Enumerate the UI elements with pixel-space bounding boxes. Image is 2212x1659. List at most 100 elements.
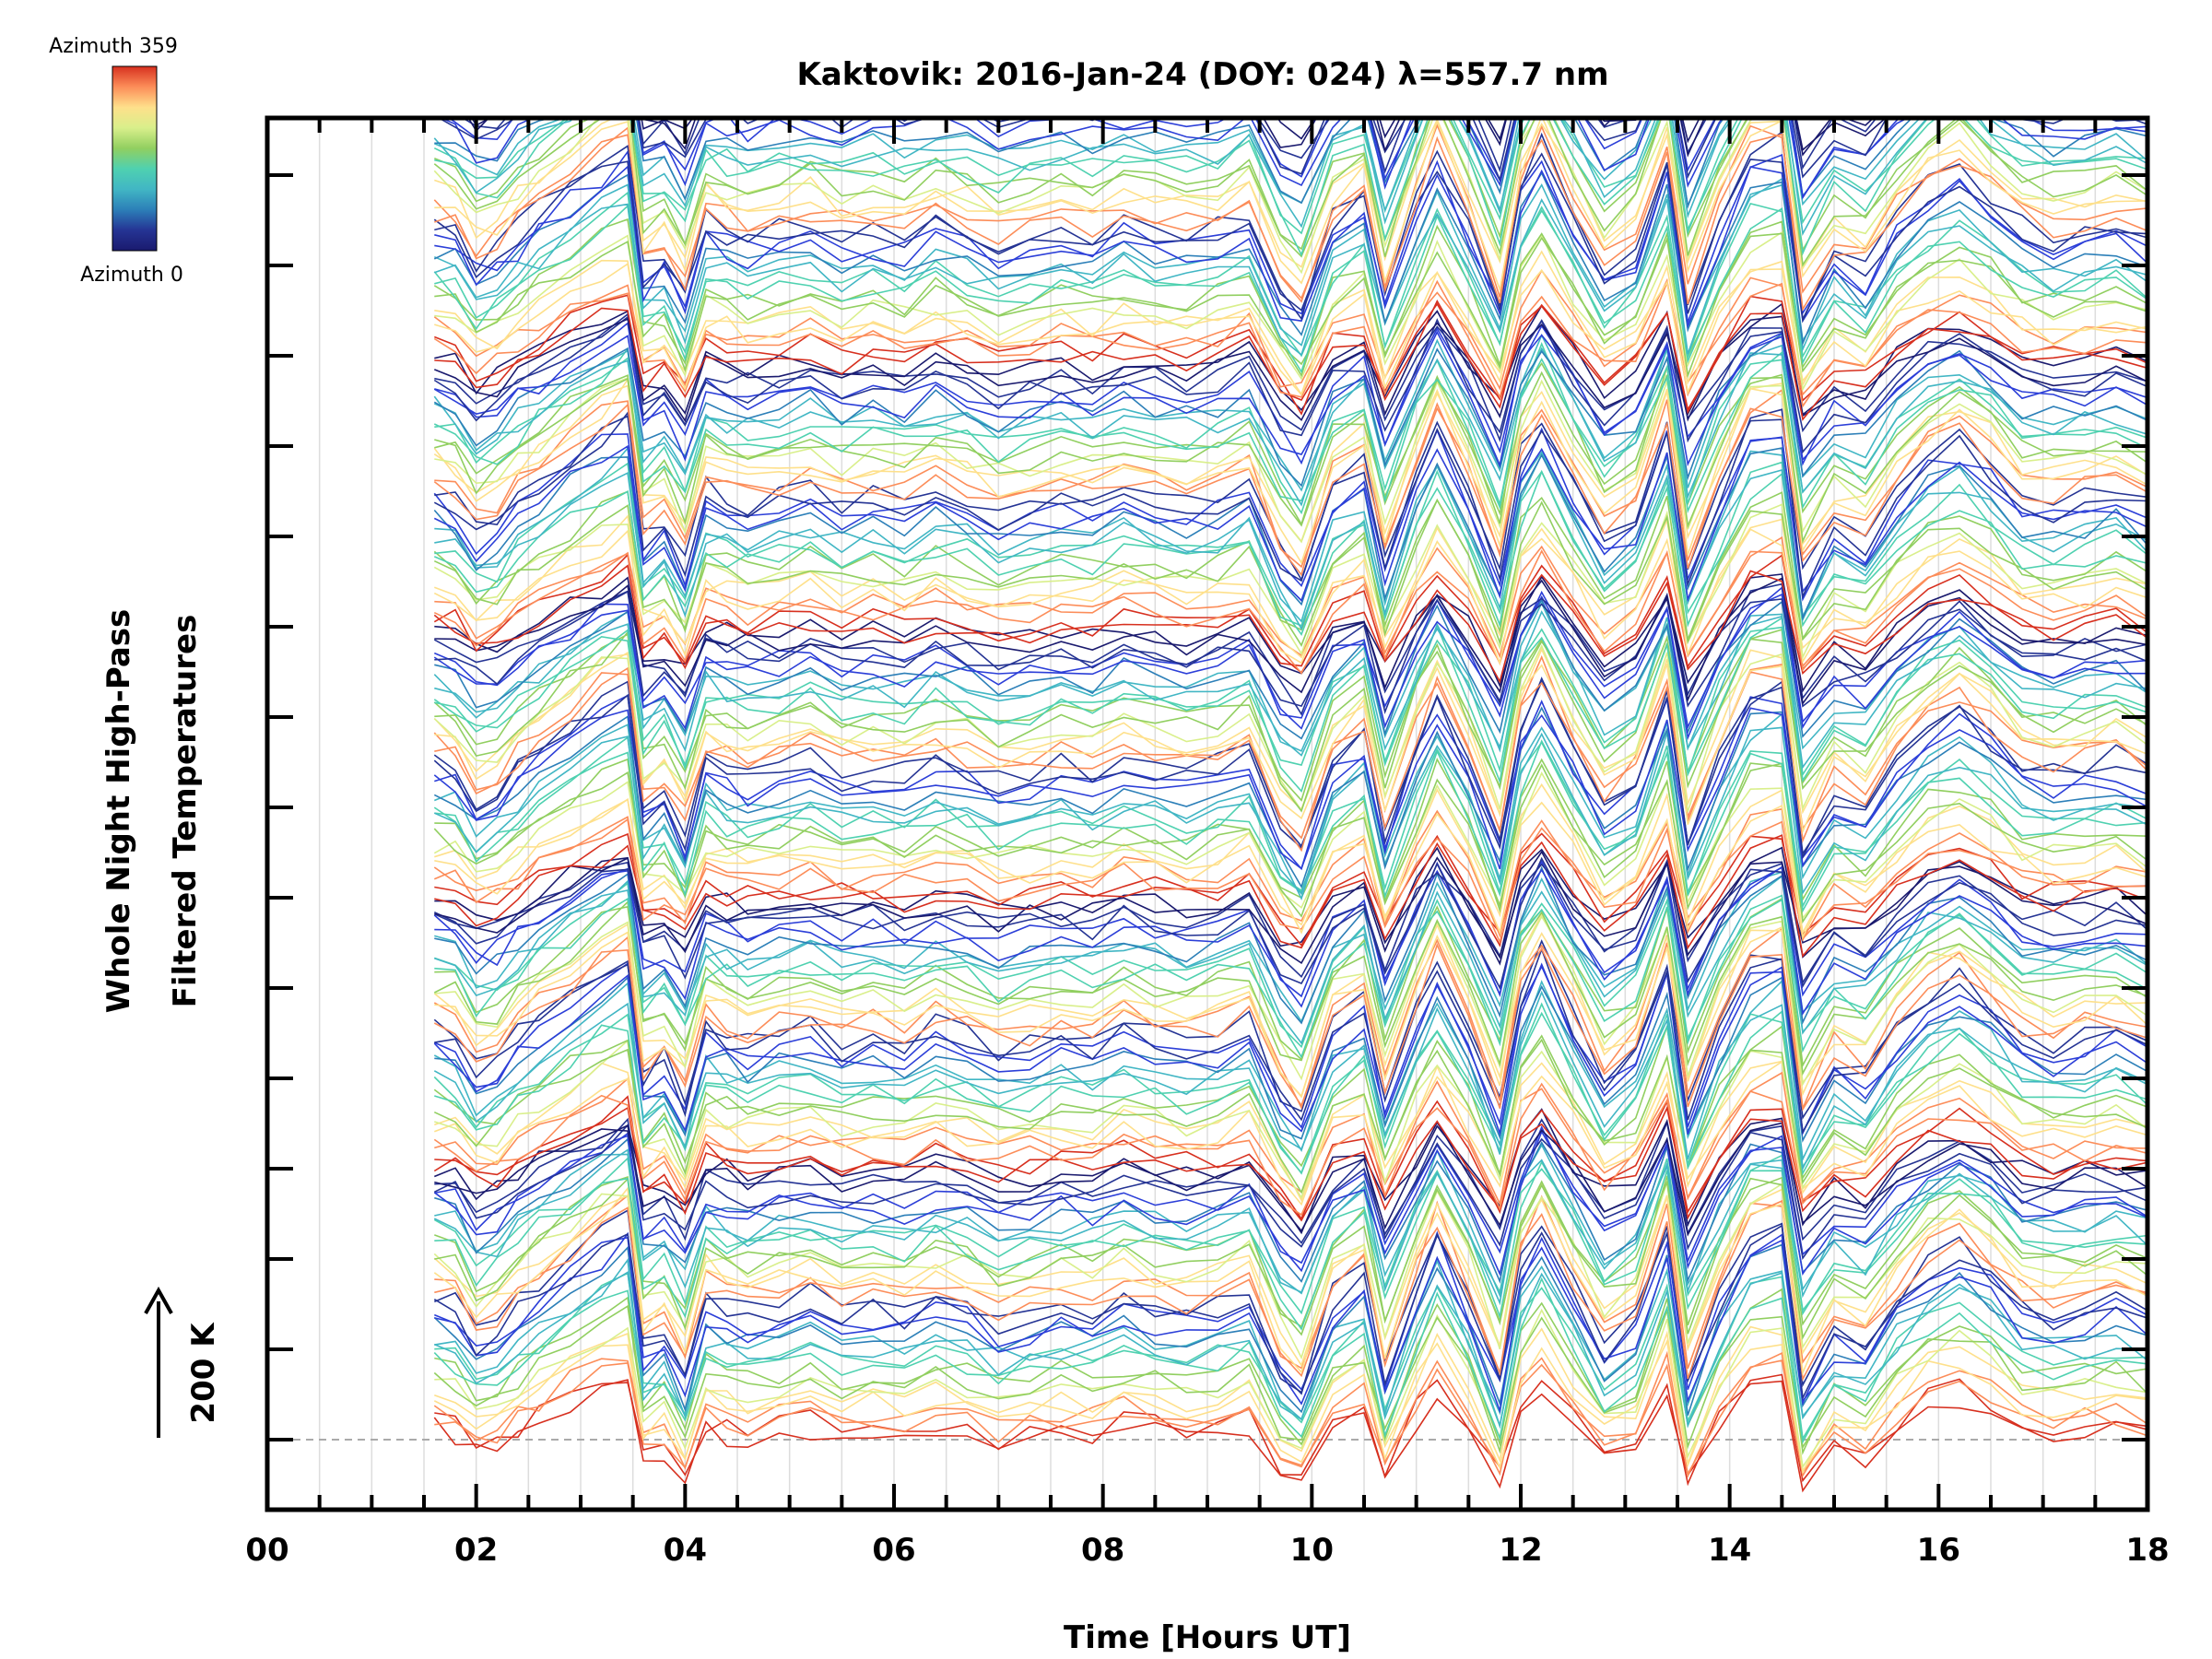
series-line — [433, 437, 2147, 603]
series-line — [433, 1082, 2147, 1217]
series-line — [433, 706, 2147, 889]
series-line — [434, 577, 2147, 706]
series-line — [433, 979, 2147, 1162]
series-line — [434, 302, 2147, 421]
series-line — [461, 118, 2147, 173]
series-line — [433, 586, 2147, 730]
series-line — [433, 654, 2147, 843]
series-line — [434, 875, 2147, 1045]
series-line — [437, 118, 2147, 182]
series-line — [434, 846, 2147, 966]
series-line — [433, 553, 2147, 671]
series-line — [433, 939, 2147, 1120]
series-line — [433, 118, 2147, 237]
x-tick-label: 00 — [245, 1532, 288, 1569]
series-line — [433, 123, 2147, 303]
y-axis-label-line1: Whole Night High-Pass — [100, 609, 137, 1014]
series-line — [433, 118, 2147, 267]
series-line — [433, 807, 2147, 942]
series-line — [434, 871, 2147, 1023]
series-line — [433, 644, 2147, 813]
series-line — [434, 1175, 2147, 1328]
series-line — [434, 118, 2147, 210]
series-line — [434, 859, 2147, 1016]
series-line — [434, 598, 2147, 740]
series-line — [433, 818, 2147, 945]
series-line — [434, 388, 2147, 577]
series-line — [433, 322, 2147, 468]
series-line — [434, 1121, 2147, 1237]
series-line — [434, 415, 2147, 582]
series-line — [433, 1350, 2147, 1479]
series-line — [434, 882, 2147, 1049]
series-line — [433, 929, 2147, 1099]
series-line — [433, 218, 2147, 378]
series-line — [433, 347, 2147, 514]
series-line — [434, 149, 2147, 323]
series-line — [433, 1243, 2147, 1416]
series-line — [433, 590, 2147, 716]
series-line — [434, 623, 2147, 777]
series-line — [433, 1038, 2147, 1194]
series-line — [433, 382, 2147, 553]
series-line — [433, 962, 2147, 1136]
series-line — [434, 629, 2147, 802]
series-line — [433, 1181, 2147, 1368]
series-line — [433, 726, 2147, 900]
series-line — [467, 118, 1888, 158]
series-line — [471, 118, 1875, 157]
series-line — [434, 230, 2147, 392]
series-line — [433, 1209, 2147, 1401]
x-tick-label: 18 — [2125, 1532, 2169, 1569]
series-line — [434, 947, 2147, 1135]
series-line — [434, 758, 2147, 913]
series-line — [433, 1304, 2147, 1454]
series-line — [434, 832, 2147, 947]
series-line — [434, 914, 2147, 1087]
series-line — [434, 865, 2147, 1025]
series-line — [434, 1272, 2147, 1441]
series-line — [433, 1105, 2147, 1222]
x-tick-label: 08 — [1081, 1532, 1124, 1569]
series-line — [434, 694, 2147, 871]
series-line — [433, 1154, 2147, 1316]
series-line — [434, 324, 2147, 466]
series-line — [433, 1224, 2147, 1394]
colorbar-bottom-label: Azimuth 0 — [80, 264, 183, 287]
series-line — [434, 446, 2147, 623]
series-line — [434, 846, 2147, 959]
series-line — [433, 861, 2147, 998]
series-line — [434, 912, 2147, 1098]
series-line — [433, 1186, 2147, 1376]
series-line — [433, 712, 2147, 896]
series-line — [434, 834, 2147, 959]
series-line — [433, 677, 2147, 856]
series-line — [433, 408, 2147, 600]
series-line — [434, 118, 2147, 235]
series-line — [433, 858, 2147, 985]
series-line — [434, 165, 2147, 329]
colorbar — [112, 65, 158, 252]
series-line — [434, 361, 2147, 526]
x-tick-label: 02 — [454, 1532, 498, 1569]
series-line — [434, 302, 2147, 422]
series-line — [434, 183, 2147, 357]
series-line — [433, 564, 2147, 684]
series-line — [434, 1039, 2147, 1200]
series-line — [433, 152, 2147, 323]
series-line — [433, 427, 2147, 602]
series-line — [433, 610, 2147, 770]
series-line — [434, 582, 2147, 714]
series-line — [433, 1108, 2147, 1235]
series-line — [434, 1060, 2147, 1203]
x-tick-label: 10 — [1290, 1532, 1334, 1569]
series-line — [433, 118, 2147, 253]
series-line — [434, 1117, 2147, 1244]
series-line — [434, 1194, 2147, 1378]
scale-label: 200 K — [185, 1322, 222, 1424]
scale-arrow-head — [144, 1286, 173, 1314]
y-axis-label-line2: Filtered Temperatures — [167, 615, 204, 1008]
series-line — [434, 250, 2147, 396]
series-line — [434, 1137, 2147, 1284]
